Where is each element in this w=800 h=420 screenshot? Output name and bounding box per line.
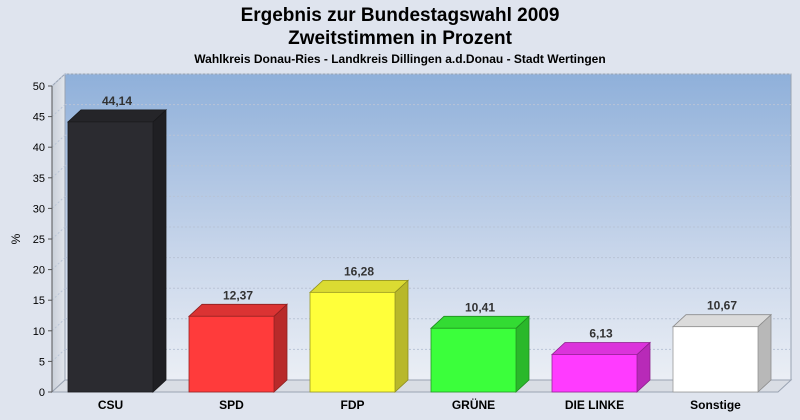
gridline-side <box>51 134 66 148</box>
y-tick-label: 50 <box>33 81 45 93</box>
chart-subtitle: Wahlkreis Donau-Ries - Landkreis Dilling… <box>194 52 606 66</box>
bar-sonstige: 10,67 <box>671 299 773 393</box>
x-tick-label: CSU <box>98 398 123 412</box>
bar-top <box>429 315 531 329</box>
gridline-side <box>51 165 66 179</box>
gridline-side <box>51 349 66 362</box>
bar-top <box>187 303 289 317</box>
bar-top <box>550 342 652 355</box>
x-tick-label: FDP <box>341 398 365 412</box>
chart-title: Ergebnis zur Bundestagswahl 2009 Zweitst… <box>0 4 800 50</box>
y-tick-label: 30 <box>33 203 45 215</box>
bar-csu: 44,14 <box>66 94 168 393</box>
y-axis-label: % <box>9 233 23 244</box>
y-tick-label: 15 <box>33 295 45 307</box>
gridline-side <box>51 318 66 332</box>
data-label: 10,41 <box>465 300 495 314</box>
gridline-side <box>51 73 66 87</box>
bar-side <box>757 313 772 393</box>
x-tick-label: Sonstige <box>690 398 741 412</box>
data-label: 10,67 <box>707 299 737 313</box>
y-tick-label: 45 <box>33 112 45 124</box>
bars: 44,14 12,37 16,28 10,41 6,13 10,67 <box>66 94 773 393</box>
gridline-side <box>51 104 66 117</box>
gridline-side <box>51 287 66 301</box>
x-tick-label: DIE LINKE <box>565 398 624 412</box>
bar-side <box>273 303 288 393</box>
data-label: 44,14 <box>102 94 132 108</box>
bar-top <box>671 314 773 328</box>
bar <box>430 327 517 393</box>
x-axis: CSU SPD FDP GRÜNE DIE LINKE Sonstige <box>98 397 741 412</box>
y-tick-label: 5 <box>39 356 45 368</box>
bar-die-linke: 6,13 <box>550 326 652 393</box>
bar <box>67 121 154 393</box>
bar <box>188 315 275 393</box>
bar-side <box>152 108 167 393</box>
data-label: 6,13 <box>589 326 613 340</box>
y-axis: 0 5 10 15 20 25 30 35 40 45 50% <box>9 81 53 399</box>
bar-spd: 12,37 <box>187 288 289 393</box>
y-tick-label: 0 <box>39 387 45 399</box>
y-tick-label: 40 <box>33 142 45 154</box>
x-tick-label: GRÜNE <box>452 397 495 412</box>
bar-side <box>394 279 409 393</box>
y-tick-label: 20 <box>33 265 45 277</box>
gridline-side <box>51 226 66 240</box>
data-label: 12,37 <box>223 288 253 302</box>
bar <box>309 291 396 393</box>
bar <box>672 326 759 393</box>
x-tick-label: SPD <box>219 398 244 412</box>
y-tick-label: 25 <box>33 234 45 246</box>
bar-side <box>515 315 530 393</box>
chart-title-line2: Zweitstimmen in Prozent <box>288 28 512 49</box>
bar <box>551 354 638 393</box>
bar-top <box>308 279 410 293</box>
bar-fdp: 16,28 <box>308 264 410 393</box>
gridlines <box>51 73 791 362</box>
chart-title-line1: Ergebnis zur Bundestagswahl 2009 <box>240 5 560 26</box>
gridline-side <box>51 257 66 270</box>
bar-grüne: 10,41 <box>429 300 531 393</box>
y-tick-label: 35 <box>33 173 45 185</box>
data-label: 16,28 <box>344 264 374 278</box>
y-tick-label: 10 <box>33 326 45 338</box>
bar-top <box>66 109 168 123</box>
gridline-side <box>51 196 66 209</box>
